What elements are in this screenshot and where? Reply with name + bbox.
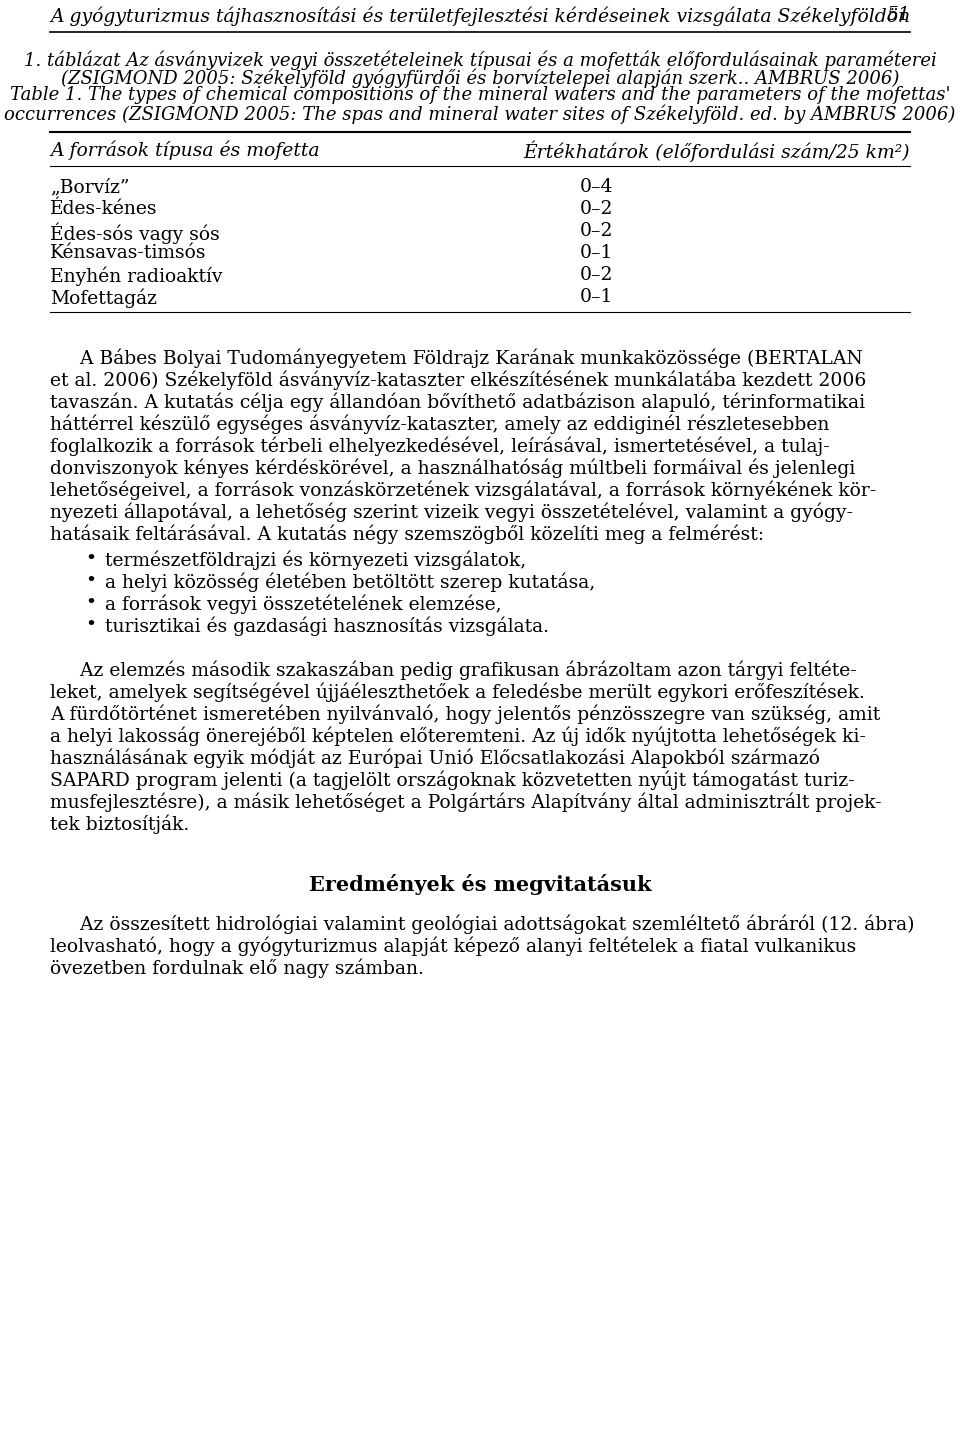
Text: et al. 2006) Székelyföld ásványvíz-kataszter elkészítésének munkálatába kezdett : et al. 2006) Székelyföld ásványvíz-katas… (50, 370, 866, 389)
Text: Az összesített hidrológiai valamint geológiai adottságokat szemléltető ábráról (: Az összesített hidrológiai valamint geol… (50, 914, 915, 934)
Text: a helyi közösség életében betöltött szerep kutatása,: a helyi közösség életében betöltött szer… (105, 572, 595, 592)
Text: •: • (85, 593, 96, 612)
Text: tavaszán. A kutatás célja egy állandóan bővíthető adatbázison alapuló, térinform: tavaszán. A kutatás célja egy állandóan … (50, 392, 865, 412)
Text: hatásaik feltárásával. A kutatás négy szemszögből közelíti meg a felmérést:: hatásaik feltárásával. A kutatás négy sz… (50, 523, 764, 543)
Text: (ZSIGMOND 2005: Székelyföld gyógyfürdői és borvíztelepei alapján szerk.. AMBRUS : (ZSIGMOND 2005: Székelyföld gyógyfürdői … (60, 69, 900, 87)
Text: leket, amelyek segítségével újjáéleszthetőek a feledésbe merült egykori erőfeszí: leket, amelyek segítségével újjáéleszthe… (50, 682, 865, 702)
Text: természetföldrajzi és környezeti vizsgálatok,: természetföldrajzi és környezeti vizsgál… (105, 551, 526, 569)
Text: Értékhatárok (előfordulási szám/25 km²): Értékhatárok (előfordulási szám/25 km²) (523, 140, 910, 162)
Text: Mofettagáz: Mofettagáz (50, 287, 157, 307)
Text: 0–2: 0–2 (580, 200, 613, 217)
Text: 51: 51 (886, 6, 910, 24)
Text: Enyhén radioaktív: Enyhén radioaktív (50, 266, 223, 286)
Text: 0–1: 0–1 (580, 245, 613, 262)
Text: Table 1. The types of chemical compositions of the mineral waters and the parame: Table 1. The types of chemical compositi… (10, 86, 950, 104)
Text: nyezeti állapotával, a lehetőség szerint vizeik vegyi összetételével, valamint a: nyezeti állapotával, a lehetőség szerint… (50, 502, 853, 522)
Text: Édes-kénes: Édes-kénes (50, 200, 157, 217)
Text: musfejlesztésre), a másik lehetőséget a Polgártárs Alapítvány által adminisztrál: musfejlesztésre), a másik lehetőséget a … (50, 792, 881, 811)
Text: A fürdőtörténet ismeretében nyilvánvaló, hogy jelentős pénzösszegre van szükség,: A fürdőtörténet ismeretében nyilvánvaló,… (50, 704, 880, 724)
Text: A források típusa és mofetta: A források típusa és mofetta (50, 140, 320, 160)
Text: turisztikai és gazdasági hasznosítás vizsgálata.: turisztikai és gazdasági hasznosítás viz… (105, 616, 549, 635)
Text: occurrences (ZSIGMOND 2005: The spas and mineral water sites of Székelyföld. ed.: occurrences (ZSIGMOND 2005: The spas and… (4, 104, 956, 123)
Text: Az elemzés második szakaszában pedig grafikusan ábrázoltam azon tárgyi feltéte-: Az elemzés második szakaszában pedig gra… (50, 661, 856, 679)
Text: A gyógyturizmus tájhasznosítási és területfejlesztési kérdéseinek vizsgálata Szé: A gyógyturizmus tájhasznosítási és terül… (50, 6, 910, 26)
Text: Eredmények és megvitatásuk: Eredmények és megvitatásuk (309, 874, 651, 895)
Text: donviszonyok kényes kérdéskörével, a használhatóság múltbeli formáival és jelenl: donviszonyok kényes kérdéskörével, a has… (50, 458, 855, 478)
Text: A Bábes Bolyai Tudományegyetem Földrajz Karának munkaközössége (BERTALAN: A Bábes Bolyai Tudományegyetem Földrajz … (50, 347, 863, 368)
Text: 1. táblázat Az ásványvizek vegyi összetételeinek típusai és a mofetták előfordul: 1. táblázat Az ásványvizek vegyi összeté… (24, 50, 936, 70)
Text: 0–2: 0–2 (580, 222, 613, 240)
Text: a helyi lakosság önerejéből képtelen előteremteni. Az új idők nyújtotta lehetősé: a helyi lakosság önerejéből képtelen elő… (50, 726, 866, 745)
Text: Kénsavas-timsós: Kénsavas-timsós (50, 245, 206, 262)
Text: tek biztosítják.: tek biztosítják. (50, 814, 189, 834)
Text: övezetben fordulnak elő nagy számban.: övezetben fordulnak elő nagy számban. (50, 958, 424, 978)
Text: 0–4: 0–4 (580, 177, 613, 196)
Text: Édes-sós vagy sós: Édes-sós vagy sós (50, 222, 220, 243)
Text: lehetőségeivel, a források vonzáskörzetének vizsgálatával, a források környékéne: lehetőségeivel, a források vonzáskörzeté… (50, 480, 876, 499)
Text: 0–2: 0–2 (580, 266, 613, 285)
Text: •: • (85, 551, 96, 568)
Text: leolvasható, hogy a gyógyturizmus alapját képező alanyi feltételek a fiatal vulk: leolvasható, hogy a gyógyturizmus alapjá… (50, 937, 856, 955)
Text: •: • (85, 572, 96, 591)
Text: 0–1: 0–1 (580, 287, 613, 306)
Text: „Borvíz”: „Borvíz” (50, 177, 130, 196)
Text: használásának egyik módját az Európai Unió Előcsatlakozási Alapokból származó: használásának egyik módját az Európai Un… (50, 748, 820, 768)
Text: a források vegyi összetételének elemzése,: a források vegyi összetételének elemzése… (105, 593, 502, 613)
Text: •: • (85, 616, 96, 633)
Text: foglalkozik a források térbeli elhelyezkedésével, leírásával, ismertetésével, a : foglalkozik a források térbeli elhelyezk… (50, 436, 829, 456)
Text: SAPARD program jelenti (a tagjelölt országoknak közvetetten nyújt támogatást tur: SAPARD program jelenti (a tagjelölt orsz… (50, 769, 854, 789)
Text: háttérrel készülő egységes ásványvíz-kataszter, amely az eddiginél részletesebbe: háttérrel készülő egységes ásványvíz-kat… (50, 415, 829, 433)
